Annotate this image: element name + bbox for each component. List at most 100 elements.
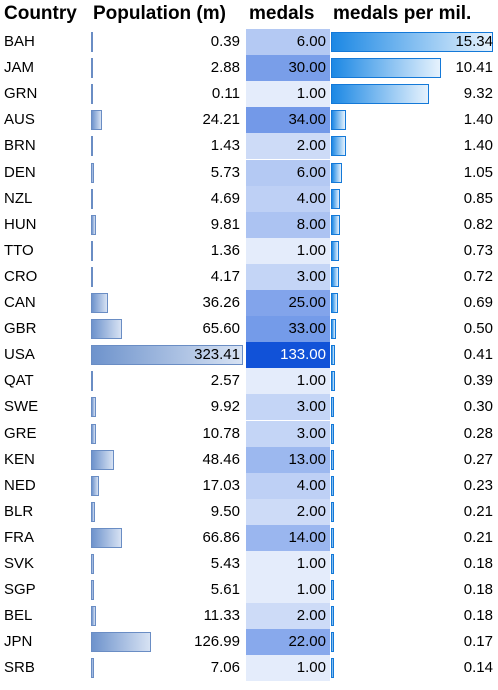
country-code: DEN xyxy=(4,163,36,181)
table-row: SWE 9.92 3.00 0.30 xyxy=(0,394,498,421)
header-medals: medals xyxy=(249,3,315,24)
population-value: 9.81 xyxy=(210,215,240,233)
medals-per-mil-bar xyxy=(331,214,340,235)
medals-color-cell xyxy=(246,394,330,421)
medals-per-mil-value: 1.40 xyxy=(463,111,493,129)
medals-per-mil-bar xyxy=(331,32,493,52)
population-bar xyxy=(91,293,109,313)
table-row: TTO 1.36 1.00 0.73 xyxy=(0,237,498,264)
medals-color-cell xyxy=(246,368,330,395)
country-code: GBR xyxy=(4,320,37,338)
population-bar xyxy=(91,240,93,261)
medals-value: 2.00 xyxy=(296,607,326,625)
medals-per-mil-value: 0.82 xyxy=(463,215,493,233)
country-code: JPN xyxy=(4,633,33,651)
table-row: BRN 1.43 2.00 1.40 xyxy=(0,133,498,160)
country-code: GRN xyxy=(4,85,38,103)
country-code: QAT xyxy=(4,372,34,390)
country-code: CAN xyxy=(4,294,36,311)
country-code: BLR xyxy=(4,502,34,520)
table-row: CRO 4.17 3.00 0.72 xyxy=(0,263,498,290)
medals-per-mil-bar xyxy=(331,580,334,601)
medals-per-mil-value: 0.69 xyxy=(463,294,493,311)
medals-per-mil-bar xyxy=(331,319,337,340)
country-code: SVK xyxy=(4,555,35,572)
table-row: SRB 7.06 1.00 0.14 xyxy=(0,655,498,682)
medals-per-mil-bar xyxy=(331,266,339,287)
medals-per-mil-value: 15.34 xyxy=(455,33,493,50)
population-value: 5.73 xyxy=(210,163,240,181)
medals-value: 3.00 xyxy=(296,398,326,416)
population-bar xyxy=(91,84,93,105)
population-value: 323.41 xyxy=(194,346,240,364)
medals-value: 1.00 xyxy=(296,241,326,259)
medals-per-mil-bar xyxy=(331,554,334,574)
population-value: 7.06 xyxy=(210,659,240,677)
population-value: 9.92 xyxy=(210,398,240,416)
medals-value: 1.00 xyxy=(296,581,326,599)
medals-value: 13.00 xyxy=(288,450,326,468)
medals-color-cell xyxy=(246,420,330,447)
medals-value: 25.00 xyxy=(288,294,326,311)
medals-color-cell xyxy=(246,577,330,604)
population-bar xyxy=(91,423,97,444)
table-row: BAH 0.39 6.00 15.34 xyxy=(0,29,498,55)
table-row: BLR 9.50 2.00 0.21 xyxy=(0,498,498,525)
country-code: HUN xyxy=(4,215,37,233)
population-value: 2.88 xyxy=(210,59,240,77)
country-code: NED xyxy=(4,476,36,494)
table-row: JAM 2.88 30.00 10.41 xyxy=(0,55,498,82)
medals-per-mil-value: 1.05 xyxy=(463,163,493,181)
country-code: JAM xyxy=(4,59,34,77)
country-code: SGP xyxy=(4,581,36,599)
medals-color-cell xyxy=(246,263,330,290)
population-bar xyxy=(91,110,103,131)
medals-per-mil-bar xyxy=(331,501,334,522)
medals-per-mil-bar xyxy=(331,136,346,157)
medals-per-mil-bar xyxy=(331,423,334,444)
medals-per-mil-value: 0.39 xyxy=(463,372,493,390)
population-bar xyxy=(91,606,97,627)
medals-value: 1.00 xyxy=(296,555,326,572)
table-row: USA 323.41 133.00 0.41 xyxy=(0,342,498,369)
population-value: 48.46 xyxy=(202,450,240,468)
table-row: NED 17.03 4.00 0.23 xyxy=(0,472,498,499)
table-row: GRN 0.11 1.00 9.32 xyxy=(0,81,498,108)
medals-color-cell xyxy=(246,133,330,160)
population-bar xyxy=(91,632,151,653)
population-bar xyxy=(91,475,99,496)
medals-color-cell xyxy=(246,524,330,551)
medals-color-cell xyxy=(246,237,330,264)
medals-per-mil-bar xyxy=(331,162,343,183)
population-bar xyxy=(91,527,123,548)
medals-per-mil-value: 0.14 xyxy=(463,659,493,677)
medals-value: 4.00 xyxy=(296,189,326,207)
medals-per-mil-value: 0.72 xyxy=(463,267,493,285)
population-bar xyxy=(91,188,94,209)
medals-color-cell xyxy=(246,29,330,55)
header-country: Country xyxy=(4,3,77,24)
country-code: SWE xyxy=(4,398,39,416)
population-value: 2.57 xyxy=(210,372,240,390)
table-row: JPN 126.99 22.00 0.17 xyxy=(0,629,498,656)
medals-color-cell xyxy=(246,655,330,682)
population-bar xyxy=(91,397,96,418)
country-code: TTO xyxy=(4,241,34,259)
header-medals-per-mil: medals per mil. xyxy=(333,3,472,24)
population-value: 66.86 xyxy=(202,528,240,546)
header-population: Population (m) xyxy=(93,3,226,24)
population-bar xyxy=(91,162,94,183)
table-row: CAN 36.26 25.00 0.69 xyxy=(0,290,498,316)
medals-value: 133.00 xyxy=(280,346,326,364)
country-code: BEL xyxy=(4,607,33,625)
population-value: 24.21 xyxy=(202,111,240,129)
country-code: GRE xyxy=(4,424,37,442)
medals-value: 2.00 xyxy=(296,137,326,155)
medals-value: 2.00 xyxy=(296,502,326,520)
population-value: 1.36 xyxy=(210,241,240,259)
medals-value: 34.00 xyxy=(288,111,326,129)
population-value: 36.26 xyxy=(202,294,240,311)
population-bar xyxy=(91,58,93,79)
medals-per-mil-value: 0.41 xyxy=(463,346,493,364)
population-value: 17.03 xyxy=(202,476,240,494)
